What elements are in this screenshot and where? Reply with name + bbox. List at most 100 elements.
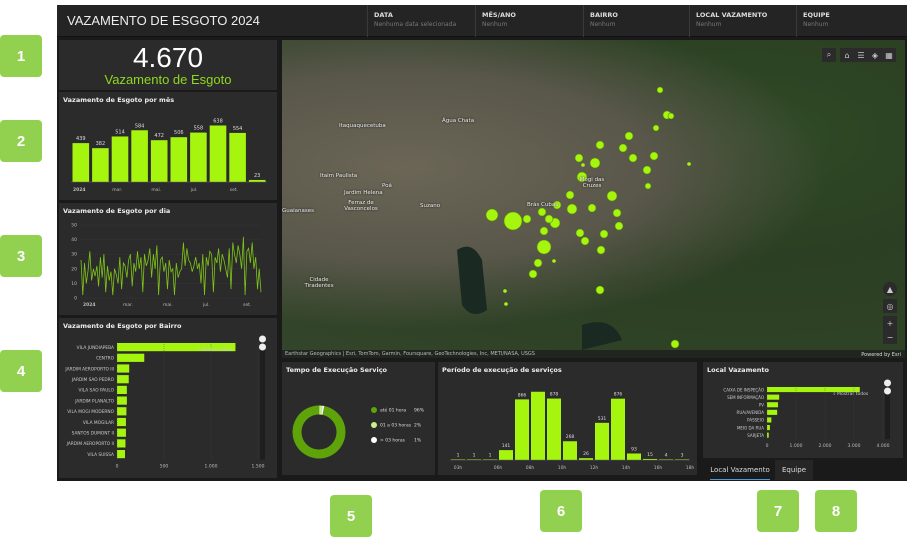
map-label: Jardim Helena <box>344 190 383 196</box>
chart-title: Local Vazamento <box>707 366 769 374</box>
map-label: Água Chata <box>442 118 475 124</box>
search-icon[interactable]: ⌕ <box>822 48 836 62</box>
zoom-show-all-button[interactable]: ⌕ Mostrar todos <box>197 347 233 353</box>
chart-title: Vazamento de Esgoto por mês <box>63 96 175 104</box>
category-label: SEM INFORMAÇÃO <box>727 395 764 400</box>
tick-label: set. <box>230 187 238 193</box>
filter-local-vazamento[interactable]: LOCAL VAZAMENTO Nenhum <box>689 5 796 37</box>
filter-label: MÊS/ANO <box>482 11 516 19</box>
tick-label: mar. <box>112 187 122 193</box>
map-label: Brás Cubas <box>527 202 559 208</box>
bar <box>659 459 673 460</box>
data-label: 23 <box>254 173 260 179</box>
cluster-marker <box>528 269 538 279</box>
monthly-chart: 439 382 514 584 472 506 558 638 554 23 2024 mar. mai… <box>71 118 267 193</box>
zoom-in-button[interactable]: + <box>883 316 897 330</box>
tick-label: 10 <box>71 281 77 287</box>
tick-label: set. <box>243 302 251 308</box>
tick-label: 03h <box>454 465 463 471</box>
cluster-marker <box>595 285 605 295</box>
tick-label: mar. <box>123 302 133 308</box>
map-clusters[interactable] <box>282 40 905 358</box>
bar <box>248 179 266 182</box>
attribution-text: Earthstar Geographics | Esri, TomTom, Ga… <box>285 351 535 357</box>
zoom-show-all-button[interactable]: ⌕ Mostrar todos <box>833 391 869 397</box>
cluster-marker <box>539 226 549 236</box>
badge-5: 5 <box>330 495 372 537</box>
donut-chart: até 01 hora 96% 01 a 03 horas 2% > 03 horas 1… <box>292 405 425 459</box>
legend-icon[interactable]: ☰ <box>854 48 868 62</box>
map-view[interactable]: Itaquaquecetuba Itaim Paulista Poá Jardi… <box>282 40 905 358</box>
filter-mes-ano[interactable]: MÊS/ANO Nenhum <box>475 5 583 37</box>
cluster-marker <box>576 171 588 183</box>
bar <box>767 425 770 431</box>
filter-bairro[interactable]: BAIRRO Nenhum <box>583 5 689 37</box>
legend-swatch <box>371 437 377 443</box>
tick-label: 18h <box>686 465 695 471</box>
bar <box>117 417 126 427</box>
category-label: SANTOS DUMONT II <box>72 430 114 436</box>
bar <box>209 125 227 182</box>
tick-label: 0 <box>116 464 119 470</box>
tab-equipe[interactable]: Equipe <box>775 460 813 480</box>
category-label: RUA/AVENIDA <box>737 410 765 415</box>
cluster-marker <box>628 153 638 163</box>
scrollbar <box>260 337 265 460</box>
filter-equipe[interactable]: EQUIPE Nenhum <box>796 5 907 37</box>
cluster-marker <box>618 143 628 153</box>
tick-label: 06h <box>494 465 503 471</box>
cluster-marker <box>589 157 601 169</box>
filter-value: Nenhuma data selecionada <box>374 21 457 28</box>
home-icon[interactable]: ⌂ <box>840 48 854 62</box>
bar <box>117 375 129 384</box>
bar <box>170 137 188 182</box>
map-label: Suzano <box>420 203 441 209</box>
category-label: PV <box>759 403 764 408</box>
tick-label: 500 <box>160 464 169 470</box>
tempo-execucao-panel: Tempo de Execução Serviço até 01 hora 96%… <box>282 362 435 475</box>
dashboard: VAZAMENTO DE ESGOTO 2024 DATA Nenhuma dat… <box>57 5 907 481</box>
bar <box>595 422 609 460</box>
data-label: 1 <box>473 452 476 458</box>
category-label: VILA MOGI MODERNO <box>67 409 114 415</box>
tick-label: 0 <box>766 443 769 449</box>
layers-icon[interactable]: ◈ <box>868 48 882 62</box>
tick-label: jul. <box>190 187 198 193</box>
data-label: 878 <box>550 392 559 398</box>
cluster-marker <box>595 140 605 150</box>
cluster-marker <box>652 124 660 132</box>
bar <box>111 136 129 182</box>
zoom-out-button[interactable]: − <box>883 330 897 344</box>
tick-label: 3.000 <box>848 443 861 449</box>
cluster-marker <box>670 339 680 349</box>
bar <box>467 459 481 460</box>
tick-label: 1.500 <box>252 464 265 470</box>
bar <box>117 385 127 394</box>
slider-handle <box>259 335 266 343</box>
cluster-marker <box>606 190 618 202</box>
powered-by-esri[interactable]: Powered by Esri <box>861 352 901 358</box>
category-label: VILA SAO PAULO <box>79 388 115 394</box>
tick-label: 2.000 <box>819 443 832 449</box>
basemap-icon[interactable]: ▦ <box>882 48 896 62</box>
cluster-marker <box>566 203 578 215</box>
locate-icon[interactable]: ◎ <box>883 299 897 313</box>
tab-local-vazamento[interactable]: Local Vazamento <box>710 460 770 480</box>
category-label: SARJETA <box>747 433 764 438</box>
period-chart: 1 1 1 141 866 878 268 26 531 876 93 15 4 3 03h 06h 08h 10… <box>450 392 695 471</box>
data-label: 531 <box>598 416 607 422</box>
filter-data[interactable]: DATA Nenhuma data selecionada <box>367 5 475 37</box>
data-label: 4 <box>665 452 668 458</box>
bar <box>767 394 780 400</box>
cluster-marker <box>642 165 652 175</box>
kpi-label: Vazamento de Esgoto <box>104 72 232 87</box>
badge-6: 6 <box>540 490 582 532</box>
badge-8: 8 <box>815 490 857 532</box>
tick-label: 0 <box>74 296 77 302</box>
cluster-marker <box>596 245 606 255</box>
tick-label: 2024 <box>73 187 86 193</box>
cluster-marker <box>667 112 675 120</box>
cluster-marker <box>485 208 499 222</box>
compass-icon[interactable]: ▲ <box>883 282 897 296</box>
legend-label: 01 a 03 horas <box>380 423 412 429</box>
